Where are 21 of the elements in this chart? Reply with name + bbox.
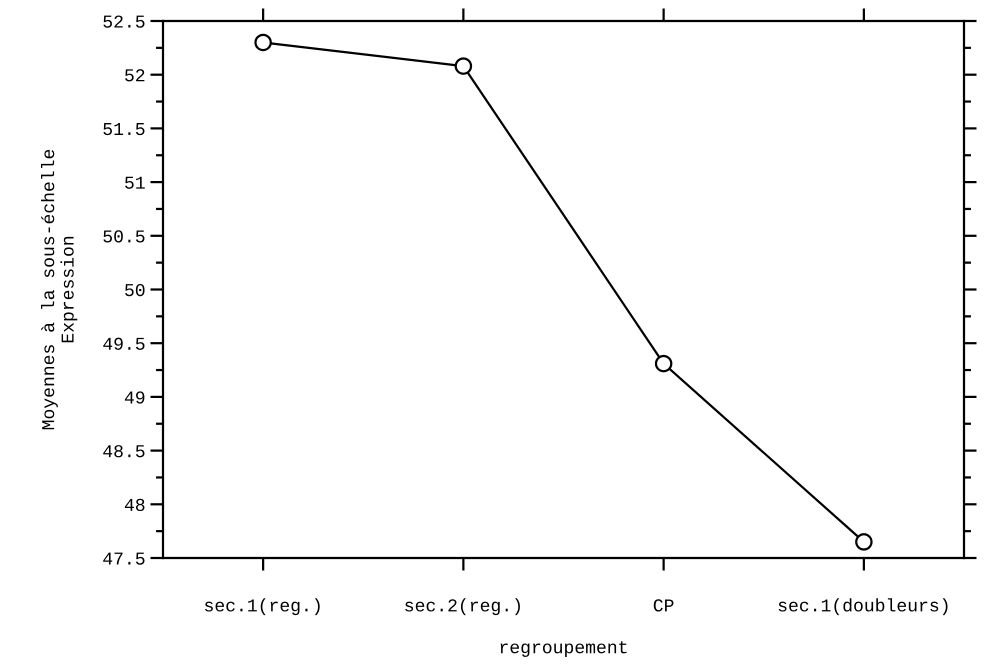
y-tick-label: 49.5 <box>103 338 144 350</box>
point <box>654 354 672 372</box>
y-axis-title: Moyennes à la sous-échelle Expression <box>41 150 78 430</box>
y-tick-label: 48.5 <box>103 445 144 458</box>
y-tick-label: 51.5 <box>103 123 144 136</box>
x-tick-label: sec.2(reg.) <box>405 598 520 616</box>
point <box>254 34 272 52</box>
y-tick-label: 48 <box>124 498 144 512</box>
y-tick-label: 49 <box>124 391 144 404</box>
point <box>855 533 873 551</box>
y-tick-label: 50.5 <box>103 230 144 243</box>
y-tick-label: 51 <box>125 176 145 189</box>
point <box>454 57 472 75</box>
y-tick-label: 50 <box>125 284 145 296</box>
y-tick-label: 52 <box>125 69 144 82</box>
y-tick-label: 52.5 <box>103 15 144 28</box>
x-tick-label: CP <box>654 599 674 612</box>
y-tick-label: 47.5 <box>103 552 144 565</box>
x-tick-label: sec.1(reg.) <box>205 598 320 616</box>
x-tick-label: sec.1(doubleurs) <box>778 598 948 616</box>
x-axis-title: regroupement <box>500 641 627 657</box>
